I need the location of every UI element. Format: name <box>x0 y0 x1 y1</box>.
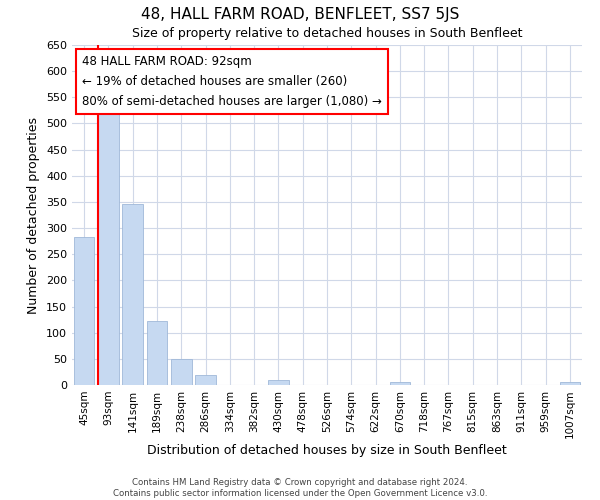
Text: Contains HM Land Registry data © Crown copyright and database right 2024.
Contai: Contains HM Land Registry data © Crown c… <box>113 478 487 498</box>
Bar <box>122 204 143 385</box>
Bar <box>560 382 580 385</box>
X-axis label: Distribution of detached houses by size in South Benfleet: Distribution of detached houses by size … <box>147 444 507 457</box>
Text: 48, HALL FARM ROAD, BENFLEET, SS7 5JS: 48, HALL FARM ROAD, BENFLEET, SS7 5JS <box>141 8 459 22</box>
Bar <box>195 374 216 385</box>
Title: Size of property relative to detached houses in South Benfleet: Size of property relative to detached ho… <box>132 26 522 40</box>
Bar <box>74 237 94 385</box>
Bar <box>171 360 191 385</box>
Y-axis label: Number of detached properties: Number of detached properties <box>28 116 40 314</box>
Bar <box>268 380 289 385</box>
Bar <box>146 321 167 385</box>
Text: 48 HALL FARM ROAD: 92sqm
← 19% of detached houses are smaller (260)
80% of semi-: 48 HALL FARM ROAD: 92sqm ← 19% of detach… <box>82 55 382 108</box>
Bar <box>98 112 119 385</box>
Bar <box>389 382 410 385</box>
